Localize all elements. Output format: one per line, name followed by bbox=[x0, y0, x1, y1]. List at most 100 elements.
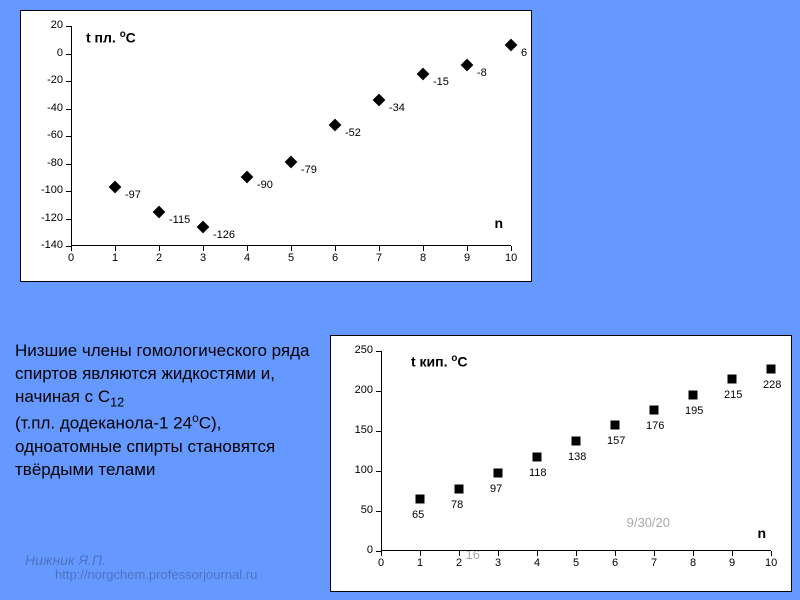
x-tick bbox=[159, 246, 160, 251]
data-label: -34 bbox=[389, 102, 405, 114]
data-marker bbox=[505, 39, 518, 52]
data-marker bbox=[533, 452, 542, 461]
y-tick bbox=[66, 136, 71, 137]
data-label: 6 bbox=[521, 47, 527, 59]
data-marker bbox=[241, 171, 254, 184]
x-tick bbox=[423, 246, 424, 251]
data-label: 215 bbox=[724, 389, 742, 401]
x-tick bbox=[203, 246, 204, 251]
x-tick-label: 9 bbox=[726, 557, 738, 569]
x-tick-label: 0 bbox=[65, 252, 77, 264]
y-tick bbox=[66, 109, 71, 110]
data-marker bbox=[109, 181, 122, 194]
data-marker bbox=[197, 220, 210, 233]
y-tick-label: 0 bbox=[23, 47, 63, 59]
x-tick bbox=[71, 246, 72, 251]
y-tick-label: 200 bbox=[333, 384, 373, 396]
data-marker bbox=[373, 94, 386, 107]
y-tick bbox=[66, 26, 71, 27]
data-marker bbox=[650, 406, 659, 415]
y-tick-label: -60 bbox=[23, 129, 63, 141]
x-tick-label: 4 bbox=[531, 557, 543, 569]
x-tick-label: 8 bbox=[417, 252, 429, 264]
x-tick bbox=[693, 551, 694, 556]
x-tick bbox=[291, 246, 292, 251]
x-tick-label: 3 bbox=[492, 557, 504, 569]
y-tick-label: -20 bbox=[23, 74, 63, 86]
chart1-y-axis bbox=[71, 26, 72, 246]
x-tick bbox=[420, 551, 421, 556]
body-text: Низшие члены гомологического ряда спирто… bbox=[15, 340, 315, 482]
data-marker bbox=[153, 205, 166, 218]
data-marker bbox=[285, 156, 298, 169]
x-tick-label: 5 bbox=[285, 252, 297, 264]
y-tick bbox=[66, 164, 71, 165]
x-tick-label: 6 bbox=[329, 252, 341, 264]
footer-page: 16 bbox=[466, 547, 480, 562]
chart-melting-point: -140-120-100-80-60-40-20020012345678910-… bbox=[20, 10, 532, 282]
x-tick bbox=[115, 246, 116, 251]
data-marker bbox=[728, 375, 737, 384]
data-label: -15 bbox=[433, 76, 449, 88]
y-tick-label: -40 bbox=[23, 102, 63, 114]
y-tick-label: 250 bbox=[333, 344, 373, 356]
y-tick-label: 150 bbox=[333, 424, 373, 436]
chart2-plot-area: 0501001502002500123456789106578971181381… bbox=[381, 351, 771, 551]
footer-author: Нижник Я.П. bbox=[25, 552, 106, 568]
x-tick-label: 0 bbox=[375, 557, 387, 569]
x-tick-label: 10 bbox=[505, 252, 517, 264]
x-tick-label: 2 bbox=[453, 557, 465, 569]
x-tick-label: 9 bbox=[461, 252, 473, 264]
data-marker bbox=[417, 68, 430, 81]
data-label: 78 bbox=[451, 499, 463, 511]
data-label: 97 bbox=[490, 483, 502, 495]
x-tick bbox=[654, 551, 655, 556]
data-label: -115 bbox=[169, 214, 190, 226]
data-label: -97 bbox=[125, 189, 141, 201]
x-tick bbox=[615, 551, 616, 556]
footer-url: http://norgchem.professorjournal.ru bbox=[55, 567, 257, 582]
x-tick bbox=[576, 551, 577, 556]
x-tick-label: 7 bbox=[648, 557, 660, 569]
y-tick bbox=[66, 54, 71, 55]
y-tick-label: -140 bbox=[23, 239, 63, 251]
chart1-title: t пл. oC bbox=[86, 29, 136, 46]
y-tick-label: 20 bbox=[23, 19, 63, 31]
y-tick-label: -120 bbox=[23, 212, 63, 224]
x-tick bbox=[467, 246, 468, 251]
data-marker bbox=[494, 469, 503, 478]
x-tick-label: 8 bbox=[687, 557, 699, 569]
data-label: -52 bbox=[345, 127, 361, 139]
data-marker bbox=[461, 58, 474, 71]
chart1-xlabel: n bbox=[494, 215, 503, 231]
y-tick bbox=[376, 511, 381, 512]
y-tick bbox=[376, 431, 381, 432]
y-tick-label: 50 bbox=[333, 504, 373, 516]
data-marker bbox=[329, 119, 342, 132]
y-tick bbox=[376, 351, 381, 352]
x-tick bbox=[335, 246, 336, 251]
data-label: -90 bbox=[257, 179, 273, 191]
data-label: 176 bbox=[646, 420, 664, 432]
x-tick bbox=[498, 551, 499, 556]
x-tick-label: 1 bbox=[414, 557, 426, 569]
y-tick-label: -80 bbox=[23, 157, 63, 169]
data-label: -8 bbox=[477, 67, 487, 79]
chart1-plot-area: -140-120-100-80-60-40-20020012345678910-… bbox=[71, 26, 511, 246]
y-tick-label: -100 bbox=[23, 184, 63, 196]
y-tick bbox=[66, 81, 71, 82]
data-label: 157 bbox=[607, 435, 625, 447]
x-tick-label: 10 bbox=[765, 557, 777, 569]
data-label: -79 bbox=[301, 164, 317, 176]
data-marker bbox=[611, 421, 620, 430]
data-label: 118 bbox=[529, 467, 547, 479]
data-marker bbox=[689, 391, 698, 400]
y-tick bbox=[66, 191, 71, 192]
chart2-xlabel: n bbox=[757, 525, 766, 541]
footer-date: 9/30/20 bbox=[627, 515, 670, 530]
data-marker bbox=[416, 495, 425, 504]
x-tick bbox=[247, 246, 248, 251]
data-label: 65 bbox=[412, 509, 424, 521]
x-tick bbox=[459, 551, 460, 556]
chart-boiling-point: 0501001502002500123456789106578971181381… bbox=[330, 335, 792, 592]
